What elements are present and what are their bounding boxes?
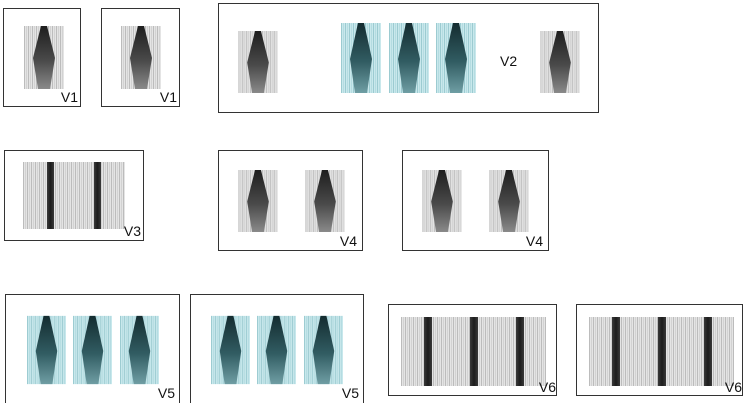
- bands-image-gray: [589, 317, 734, 386]
- spear-image-teal: [211, 315, 250, 385]
- spear-image-gray: [305, 170, 345, 232]
- spear-image-gray: [238, 170, 278, 232]
- panel-v1-a: V1: [3, 8, 81, 107]
- spear-image-teal: [389, 23, 429, 93]
- spear-image-gray: [121, 26, 161, 89]
- panel-label: V4: [525, 233, 543, 249]
- panel-label: V5: [157, 385, 175, 401]
- spear-image-teal: [27, 315, 66, 385]
- panel-label: V2: [500, 53, 518, 69]
- panel-label: V6: [538, 379, 556, 395]
- panel-label: V5: [341, 385, 359, 401]
- panel-v5-a: V5: [5, 294, 180, 403]
- spear-image-gray: [489, 170, 529, 232]
- panel-v3: V3: [4, 150, 144, 241]
- panel-label: V3: [123, 223, 141, 239]
- spear-image-gray: [540, 31, 580, 93]
- spear-image-gray: [238, 31, 278, 93]
- panel-label: V4: [339, 233, 357, 249]
- spear-image-gray: [422, 170, 462, 232]
- panel-v1-b: V1: [101, 8, 180, 107]
- spear-image-teal: [73, 315, 112, 385]
- bands-image-gray: [23, 162, 125, 229]
- panel-label: V1: [159, 89, 177, 105]
- spear-image-gray: [24, 26, 64, 89]
- spear-image-teal: [257, 315, 296, 385]
- spear-image-teal: [436, 23, 476, 93]
- panel-label: V6: [724, 379, 742, 395]
- panel-v6-b: V6: [576, 304, 743, 396]
- spear-image-teal: [304, 315, 343, 385]
- bands-image-gray: [401, 317, 546, 386]
- spear-image-teal: [120, 315, 159, 385]
- spear-image-teal: [341, 23, 381, 93]
- panel-v6-a: V6: [388, 304, 557, 396]
- panel-v4-a: V4: [218, 150, 363, 251]
- panel-v4-b: V4: [402, 150, 549, 251]
- panel-label: V1: [60, 89, 78, 105]
- panel-v2: V2: [218, 3, 599, 113]
- panel-v5-b: V5: [190, 294, 364, 403]
